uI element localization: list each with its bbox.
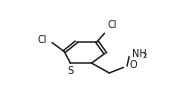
- Text: S: S: [67, 66, 74, 76]
- Text: O: O: [130, 60, 137, 70]
- Text: 2: 2: [142, 53, 147, 59]
- Text: Cl: Cl: [108, 20, 117, 30]
- Text: Cl: Cl: [38, 35, 47, 45]
- Text: NH: NH: [133, 49, 147, 59]
